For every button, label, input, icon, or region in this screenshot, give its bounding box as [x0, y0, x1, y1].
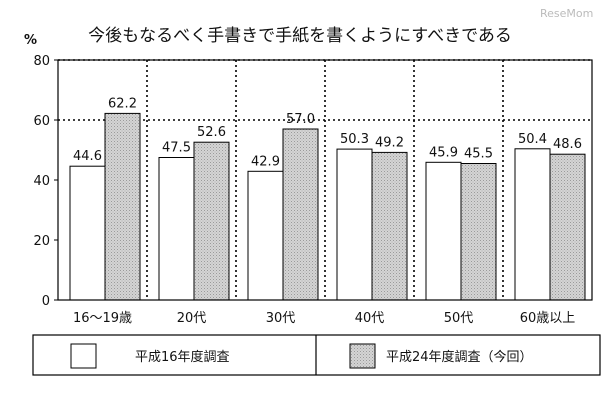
data-label: 45.5	[464, 147, 493, 162]
legend-swatch-h16	[70, 343, 97, 369]
data-label: 47.5	[162, 141, 191, 156]
bar-h24-3	[371, 151, 408, 301]
y-axis-ticks: 0 20 40 60 80	[33, 54, 58, 309]
bar-h16-1	[158, 157, 195, 301]
legend-label: 平成24年度調査（今回）	[386, 349, 533, 365]
bar-h24-1	[193, 141, 230, 301]
category-label: 30代	[266, 311, 296, 326]
category-label: 60歳以上	[520, 311, 576, 326]
legend-label: 平成16年度調査	[135, 349, 230, 365]
legend: 平成16年度調査 平成24年度調査（今回）	[32, 334, 601, 376]
category-label: 50代	[444, 311, 474, 326]
bar-h16-0	[69, 165, 106, 301]
category-label: 40代	[355, 311, 385, 326]
data-label: 45.9	[429, 145, 458, 160]
bar-h16-2	[247, 170, 284, 301]
data-label: 62.2	[108, 96, 137, 111]
y-axis-unit-label: %	[24, 33, 37, 48]
data-label: 44.6	[73, 149, 102, 164]
data-labels: 44.6 62.2 47.5 52.6 42.9 57.0 50.3 49.2 45.9 45.5…	[73, 96, 582, 169]
bar-h24-4	[460, 163, 497, 301]
y-tick-label: 40	[33, 174, 50, 189]
data-label: 49.2	[375, 135, 404, 150]
chart-title: 今後もなるべく手書きで手紙を書くようにすべきである	[88, 26, 512, 46]
bar-h16-3	[336, 148, 373, 301]
bars	[69, 112, 586, 301]
bar-h24-2	[282, 128, 319, 301]
category-label: 16～19歳	[73, 311, 132, 326]
y-tick-label: 20	[33, 234, 50, 249]
data-label: 57.0	[286, 112, 315, 127]
plot-area-frame	[57, 59, 593, 301]
y-tick-label: 0	[42, 294, 50, 309]
data-label: 50.3	[340, 132, 369, 147]
data-label: 42.9	[251, 154, 280, 169]
watermark: ReseMom	[540, 7, 593, 20]
legend-swatch-h24	[349, 343, 376, 369]
category-labels: 16～19歳 20代 30代 40代 50代 60歳以上	[73, 311, 575, 326]
bar-h16-4	[425, 161, 462, 301]
data-label: 50.4	[518, 132, 547, 147]
bar-h24-0	[104, 112, 141, 301]
bar-h24-5	[549, 153, 586, 301]
category-label: 20代	[177, 311, 207, 326]
data-label: 48.6	[553, 137, 582, 152]
y-tick-label: 80	[33, 54, 50, 69]
bar-h16-5	[514, 148, 551, 301]
y-tick-label: 60	[33, 114, 50, 129]
data-label: 52.6	[197, 125, 226, 140]
